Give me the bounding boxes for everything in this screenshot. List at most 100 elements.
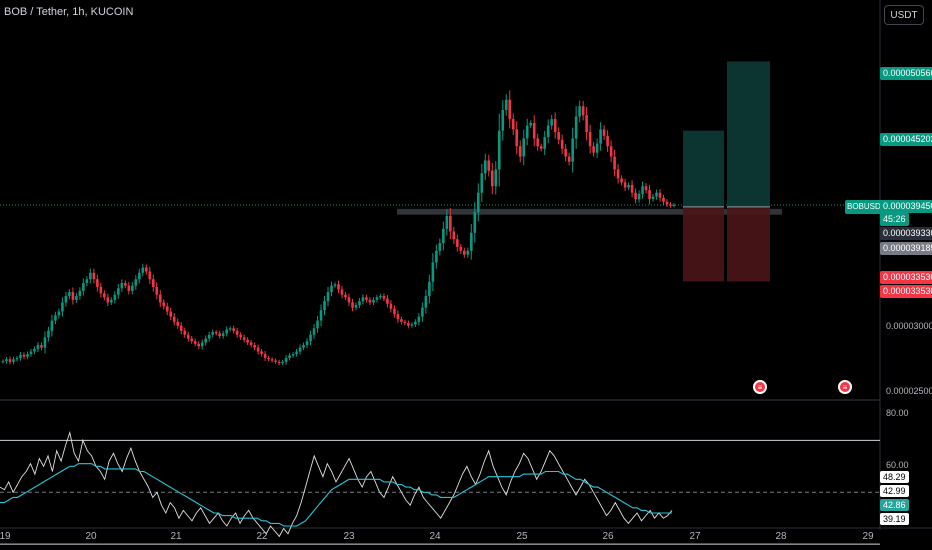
candle-body	[218, 333, 221, 337]
time-axis-label: 19	[0, 531, 11, 542]
candle-body	[379, 295, 382, 298]
candle-body	[658, 192, 662, 198]
candle-body	[19, 354, 22, 358]
candle-body	[581, 106, 585, 116]
candle-body	[249, 342, 253, 346]
candle-body	[466, 250, 470, 255]
candle-body	[298, 347, 302, 352]
candle-body	[515, 129, 519, 147]
candle-body	[382, 295, 386, 299]
candle-body	[372, 299, 375, 303]
time-axis-label: 25	[516, 531, 528, 542]
candle-body	[15, 357, 19, 360]
symbol-title[interactable]: BOB / Tether, 1h, KUCOIN	[4, 6, 134, 18]
candle-body	[630, 184, 634, 193]
candle-body	[312, 328, 316, 335]
candle-body	[665, 201, 669, 205]
earnings-event-icon[interactable]: ≡	[838, 380, 852, 394]
candle-body	[445, 215, 449, 229]
candle-body	[651, 196, 655, 200]
support-zone[interactable]	[397, 208, 782, 215]
long-position-2-loss-zone[interactable]	[727, 206, 770, 282]
candle-body	[620, 178, 623, 183]
candle-body	[151, 279, 155, 287]
candle-body	[99, 286, 103, 294]
candle-body	[71, 292, 75, 300]
candle-body	[602, 129, 606, 136]
candle-body	[270, 359, 274, 361]
candle-body	[36, 345, 40, 349]
candle-body	[368, 299, 372, 303]
candle-body	[424, 295, 428, 308]
candle-body	[571, 138, 574, 162]
candle-body	[518, 146, 522, 157]
candle-body	[431, 262, 435, 282]
candle-body	[127, 285, 131, 291]
candle-body	[627, 184, 630, 188]
candle-body	[235, 330, 239, 335]
level-b-price-tag: 0.000039185	[880, 242, 932, 255]
candle-body	[476, 192, 480, 213]
candle-body	[351, 302, 354, 308]
candle-body	[5, 359, 8, 362]
candle-body	[452, 231, 456, 240]
candle-body	[113, 294, 117, 300]
candle-body	[421, 307, 424, 317]
rsi-ma-line	[0, 463, 672, 527]
candle-body	[669, 204, 672, 206]
candle-body	[358, 301, 361, 306]
candle-body	[536, 138, 540, 147]
candle-body	[634, 192, 637, 200]
candle-body	[480, 173, 484, 193]
long-position-1-profit-zone[interactable]	[683, 130, 724, 207]
candle-body	[85, 279, 89, 284]
candle-body	[337, 284, 340, 290]
candle-body	[609, 146, 613, 157]
candle-body	[463, 250, 466, 255]
candle-body	[599, 129, 602, 144]
candle-body	[144, 267, 148, 272]
candle-body	[256, 347, 260, 352]
candle-body	[316, 320, 319, 329]
long-position-2-profit-zone[interactable]	[727, 61, 770, 207]
symbol-tag: BOBUSDT	[845, 200, 888, 214]
long-position-1-loss-zone[interactable]	[683, 206, 724, 282]
candle-body	[239, 334, 242, 338]
time-axis-label: 28	[775, 531, 787, 542]
stop-2-price-tag: 0.000033530	[880, 285, 932, 298]
candle-body	[148, 271, 152, 280]
candle-body	[43, 337, 47, 348]
candle-body	[393, 308, 396, 315]
candle-body	[232, 328, 235, 331]
countdown-tag: 45:26	[880, 213, 909, 226]
candle-body	[274, 360, 277, 362]
candle-body	[546, 125, 550, 138]
candle-body	[529, 122, 533, 126]
candle-body	[26, 354, 29, 357]
candle-body	[330, 285, 333, 293]
candle-body	[578, 106, 581, 117]
rsi-value-tag: 42.86	[880, 499, 909, 511]
candle-body	[574, 116, 578, 139]
candle-body	[200, 342, 204, 347]
currency-button[interactable]: USDT	[884, 5, 924, 25]
candle-body	[504, 99, 508, 111]
candle-body	[54, 315, 57, 321]
last-price-tag: 0.000039450	[880, 200, 932, 213]
candle-body	[40, 345, 43, 348]
target-2-price-tag: 0.000050566	[880, 67, 932, 80]
earnings-event-icon[interactable]: ≡	[753, 380, 767, 394]
time-axis-label: 23	[343, 531, 355, 542]
candle-body	[323, 301, 326, 311]
candle-body	[169, 311, 173, 317]
candle-body	[92, 272, 96, 280]
candle-body	[288, 355, 291, 358]
candle-body	[117, 288, 120, 295]
candle-body	[497, 130, 501, 170]
candle-body	[1, 361, 5, 363]
candle-body	[309, 334, 312, 342]
candle-body	[207, 334, 211, 339]
candle-body	[75, 295, 78, 300]
candle-body	[8, 359, 12, 362]
